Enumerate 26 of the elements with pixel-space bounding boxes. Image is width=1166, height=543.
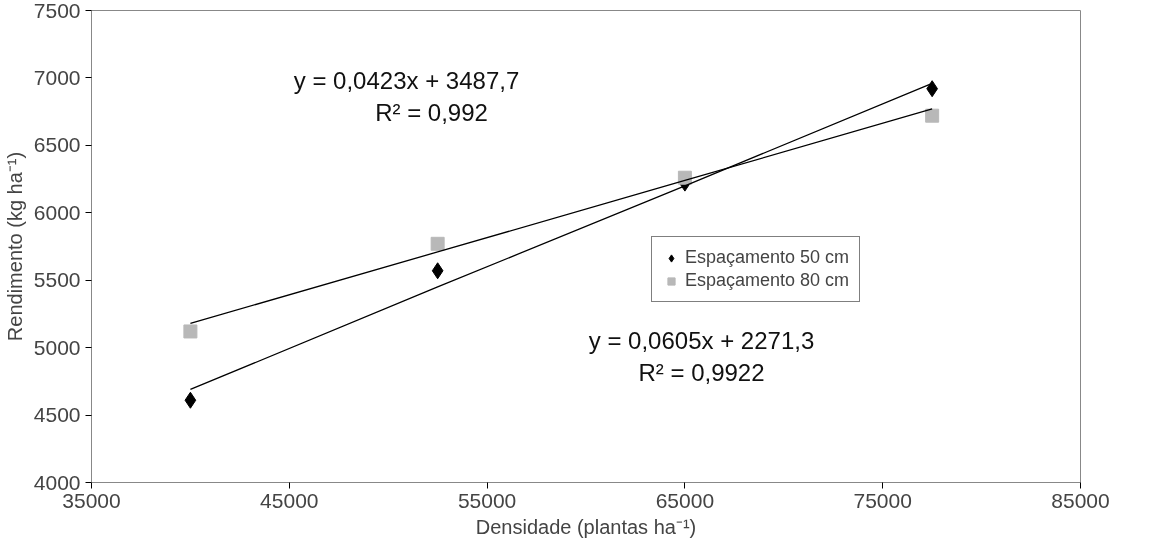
y-axis-title: Rendimento (kg ha⁻¹) bbox=[3, 151, 26, 342]
y-tick-label: 5500 bbox=[33, 268, 81, 292]
annotation: R² = 0,992 bbox=[375, 99, 488, 126]
y-tick-label: 4500 bbox=[33, 403, 81, 427]
x-tick-label: 55000 bbox=[457, 488, 517, 512]
y-tick-label: 7500 bbox=[33, 0, 81, 22]
y-tick-label: 6500 bbox=[33, 133, 81, 157]
x-tick-label: 45000 bbox=[260, 488, 319, 512]
x-tick-label: 65000 bbox=[655, 488, 715, 512]
point bbox=[184, 391, 197, 409]
annotation: y = 0,0423x + 3487,7 bbox=[293, 67, 520, 94]
y-tick-label: 5000 bbox=[33, 335, 81, 359]
point bbox=[431, 262, 444, 280]
point bbox=[183, 324, 198, 339]
x-axis-title: Densidade (plantas ha⁻¹) bbox=[475, 515, 697, 538]
legend-label: Espaçamento 50 cm bbox=[685, 247, 850, 268]
annotation: R² = 0,9922 bbox=[638, 359, 765, 386]
y-tick-label: 7000 bbox=[33, 65, 81, 89]
point bbox=[430, 236, 445, 251]
annotation: y = 0,0605x + 2271,3 bbox=[588, 327, 815, 354]
x-tick-label: 75000 bbox=[853, 488, 912, 512]
x-tick-label: 85000 bbox=[1051, 488, 1110, 512]
legend-label: Espaçamento 80 cm bbox=[685, 270, 850, 291]
y-tick-label: 4000 bbox=[33, 470, 81, 494]
y-tick-label: 6000 bbox=[33, 200, 81, 224]
point bbox=[925, 108, 940, 123]
